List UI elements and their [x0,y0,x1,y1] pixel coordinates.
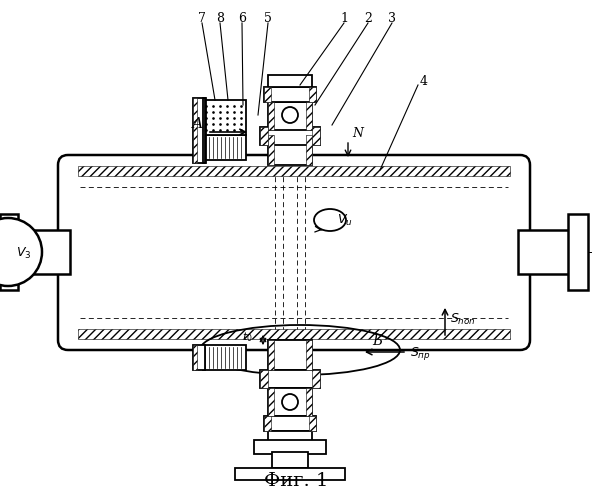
Bar [260,127,268,145]
Bar [264,87,271,102]
Bar [272,452,308,468]
Bar [306,102,312,130]
Text: 6: 6 [238,12,246,25]
Bar [268,340,274,370]
Text: $t_0$: $t_0$ [242,330,253,344]
Text: Б: Б [372,334,382,348]
Bar [193,98,197,163]
Text: 8: 8 [216,12,224,25]
Bar [203,345,246,370]
Text: 7: 7 [198,12,206,25]
Bar [260,127,320,145]
Bar [203,98,206,163]
FancyBboxPatch shape [58,155,530,350]
Text: Фиг. 1: Фиг. 1 [264,472,328,490]
Bar [268,102,274,130]
Bar [264,416,316,431]
Circle shape [282,394,298,410]
Bar [268,431,312,443]
Bar [203,135,246,160]
Text: $V_3$: $V_3$ [16,246,31,261]
Bar [264,87,316,102]
Bar [193,345,205,370]
Text: 4: 4 [420,75,428,88]
Bar [268,135,312,165]
Bar [260,370,320,388]
Bar [78,166,510,176]
Bar [193,98,205,163]
Bar [306,135,312,165]
Bar [254,440,326,454]
Bar [268,340,312,370]
Bar [309,87,316,102]
Bar [312,127,320,145]
Bar [568,214,588,290]
Circle shape [282,107,298,123]
Text: 3: 3 [388,12,396,25]
Bar [260,370,268,388]
Text: А: А [192,117,204,131]
Text: 5: 5 [264,12,272,25]
Bar [264,416,271,431]
Circle shape [0,218,42,286]
Bar [268,102,312,130]
Bar [203,100,246,135]
Text: 1: 1 [340,12,348,25]
Text: $V_u$: $V_u$ [337,213,353,228]
Bar [268,388,312,416]
Text: $S_{пр}$: $S_{пр}$ [410,345,431,362]
Bar [312,370,320,388]
Text: $S_{non}$: $S_{non}$ [450,312,476,327]
Bar [518,230,570,274]
Bar [309,416,316,431]
Bar [16,230,70,274]
Bar [268,75,312,87]
Bar [235,468,345,480]
Bar [268,388,274,416]
Bar [268,135,274,165]
Bar [78,329,510,339]
Text: N: N [352,127,363,140]
Bar [306,340,312,370]
Bar [306,388,312,416]
Text: 2: 2 [364,12,372,25]
Bar [0,214,18,290]
Bar [193,345,197,370]
